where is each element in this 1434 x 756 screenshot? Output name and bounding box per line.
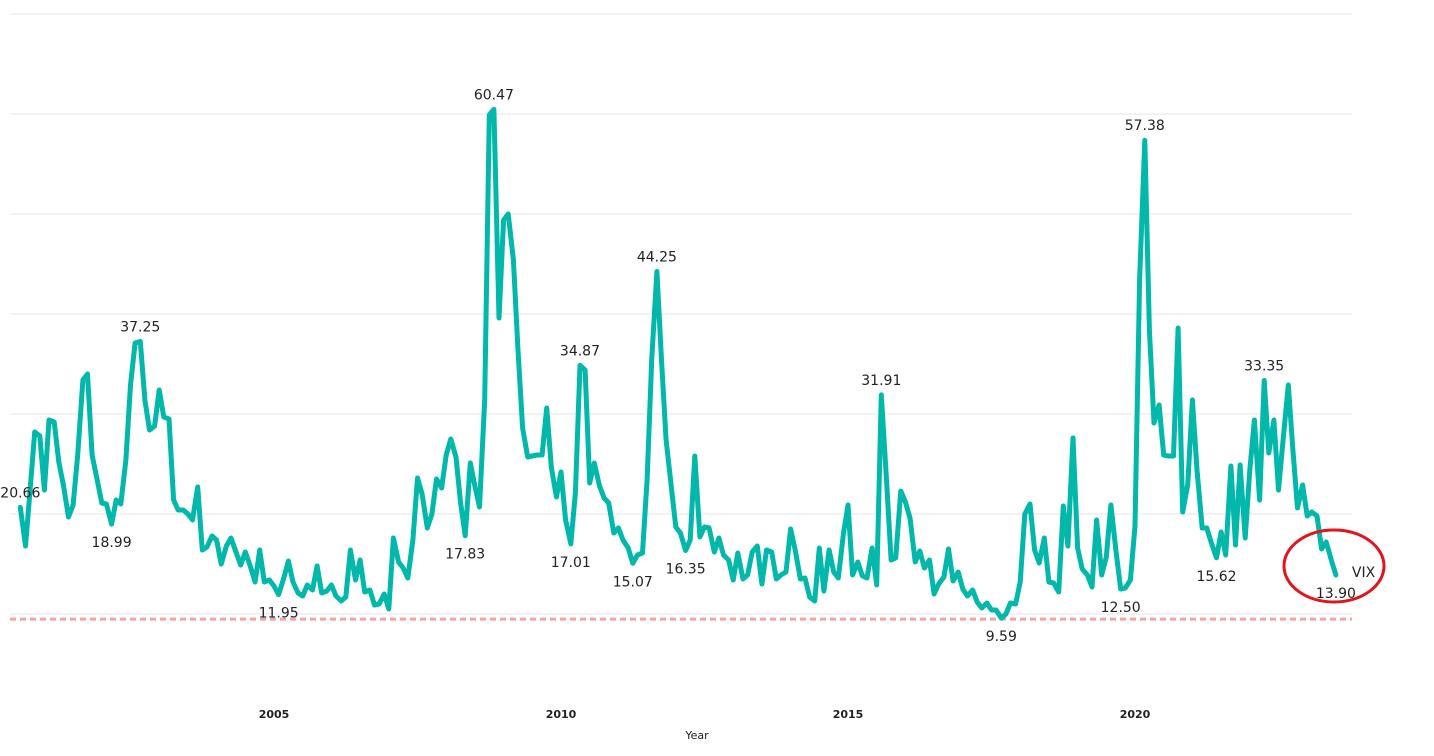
data-label: 33.35 xyxy=(1244,359,1284,375)
data-label: 15.07 xyxy=(613,574,653,590)
data-label: 44.25 xyxy=(637,250,677,266)
series-label: VIX xyxy=(1352,565,1376,581)
data-label: 9.59 xyxy=(986,629,1017,645)
x-tick-label: 2010 xyxy=(546,708,577,721)
data-label: 17.01 xyxy=(551,555,591,571)
data-label: 20.66 xyxy=(0,485,40,501)
data-label: 31.91 xyxy=(861,373,901,389)
highlight-circle xyxy=(1282,528,1386,604)
data-label: 57.38 xyxy=(1125,118,1165,134)
data-label: 37.25 xyxy=(120,320,160,336)
x-tick-label: 2020 xyxy=(1120,708,1151,721)
data-label: 16.35 xyxy=(666,562,706,578)
x-tick-label: 2015 xyxy=(833,708,864,721)
data-label: 15.62 xyxy=(1196,569,1236,585)
data-label: 60.47 xyxy=(474,87,514,103)
data-label: 17.83 xyxy=(445,547,485,563)
data-label: 13.90 xyxy=(1316,586,1356,602)
data-label: 12.50 xyxy=(1101,600,1141,616)
data-label: 18.99 xyxy=(92,535,132,551)
data-label: 34.87 xyxy=(560,343,600,359)
line xyxy=(17,106,1339,621)
x-tick-label: 2005 xyxy=(259,708,290,721)
grid xyxy=(10,13,1352,615)
x-axis-label: Year xyxy=(684,729,709,742)
data-label: 11.95 xyxy=(259,606,299,622)
marks: 20.66 18.99 37.25 11.95 17.83 60.47 17.01 34.87… xyxy=(0,87,1375,645)
